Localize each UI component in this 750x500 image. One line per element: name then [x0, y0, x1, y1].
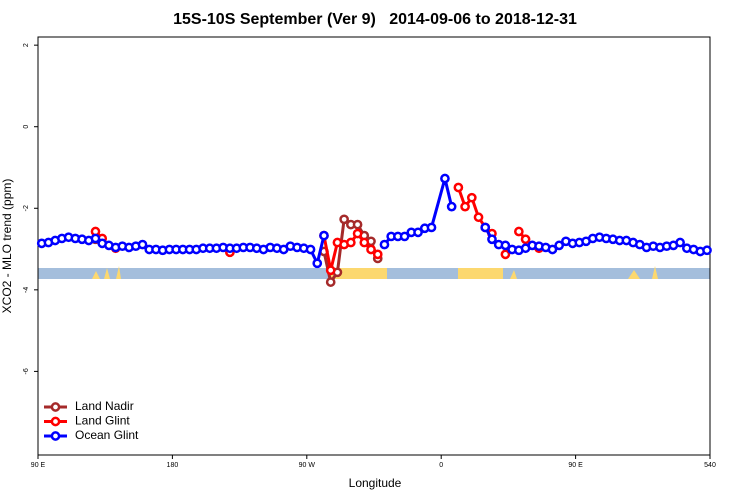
x-axis-title: Longitude: [349, 476, 402, 490]
data-point: [500, 240, 511, 251]
data-point: [514, 226, 524, 237]
x-tick-label: 90 E: [31, 462, 46, 469]
y-axis-title: XCO2 - MLO trend (ppm): [0, 179, 14, 314]
data-point: [702, 245, 712, 256]
data-point: [440, 173, 450, 184]
legend-label: Land Glint: [75, 414, 130, 428]
y-tick-label: -2: [23, 205, 30, 211]
data-point: [426, 222, 437, 233]
data-point: [90, 233, 101, 244]
y-tick-label: 2: [23, 43, 30, 47]
data-point: [305, 244, 316, 255]
land-patch: [652, 266, 658, 279]
land-patch: [628, 270, 640, 279]
data-point: [413, 227, 423, 238]
data-point: [446, 201, 457, 212]
data-point: [352, 219, 363, 230]
land-patch: [92, 271, 100, 279]
data-point: [453, 182, 464, 193]
data-point: [312, 258, 323, 269]
data-point: [675, 237, 685, 248]
x-tick-label: 180: [167, 462, 179, 469]
data-point: [366, 244, 376, 255]
data-point: [379, 239, 390, 250]
x-tick-label: 90 W: [299, 462, 316, 469]
data-point: [359, 237, 370, 248]
data-point: [325, 265, 336, 276]
x-tick-label: 0: [439, 462, 443, 469]
land-patch: [104, 268, 110, 279]
y-tick-label: -6: [23, 368, 30, 374]
legend-marker: [50, 416, 61, 427]
data-point: [325, 277, 336, 287]
land-patch: [116, 266, 121, 279]
data-point: [399, 231, 410, 242]
data-point: [466, 192, 477, 203]
land-ocean-strip: [38, 266, 710, 279]
chart-title: 15S-10S September (Ver 9) 2014-09-06 to …: [173, 11, 577, 28]
data-point: [473, 212, 484, 223]
land-patch: [510, 270, 517, 279]
land-patch: [330, 268, 387, 279]
legend-label: Land Nadir: [75, 399, 134, 413]
data-point: [339, 214, 349, 225]
data-point: [137, 239, 148, 250]
x-tick-label: 540: [704, 462, 716, 469]
y-tick-label: 0: [23, 125, 30, 129]
data-point: [554, 240, 565, 251]
legend-label: Ocean Glint: [75, 428, 139, 442]
legend-marker: [50, 402, 61, 412]
land-patch: [458, 268, 503, 279]
x-tick-label: 90 E: [568, 462, 583, 469]
data-point: [520, 234, 531, 245]
legend-marker: [50, 431, 61, 441]
data-point: [460, 201, 470, 212]
data-point: [480, 222, 491, 233]
y-tick-label: -4: [23, 287, 30, 293]
data-point: [487, 234, 497, 245]
data-point: [547, 244, 558, 255]
data-point: [372, 249, 383, 260]
data-point: [346, 237, 356, 248]
data-point: [500, 249, 511, 260]
data-point: [319, 230, 329, 241]
data-point: [352, 228, 363, 239]
